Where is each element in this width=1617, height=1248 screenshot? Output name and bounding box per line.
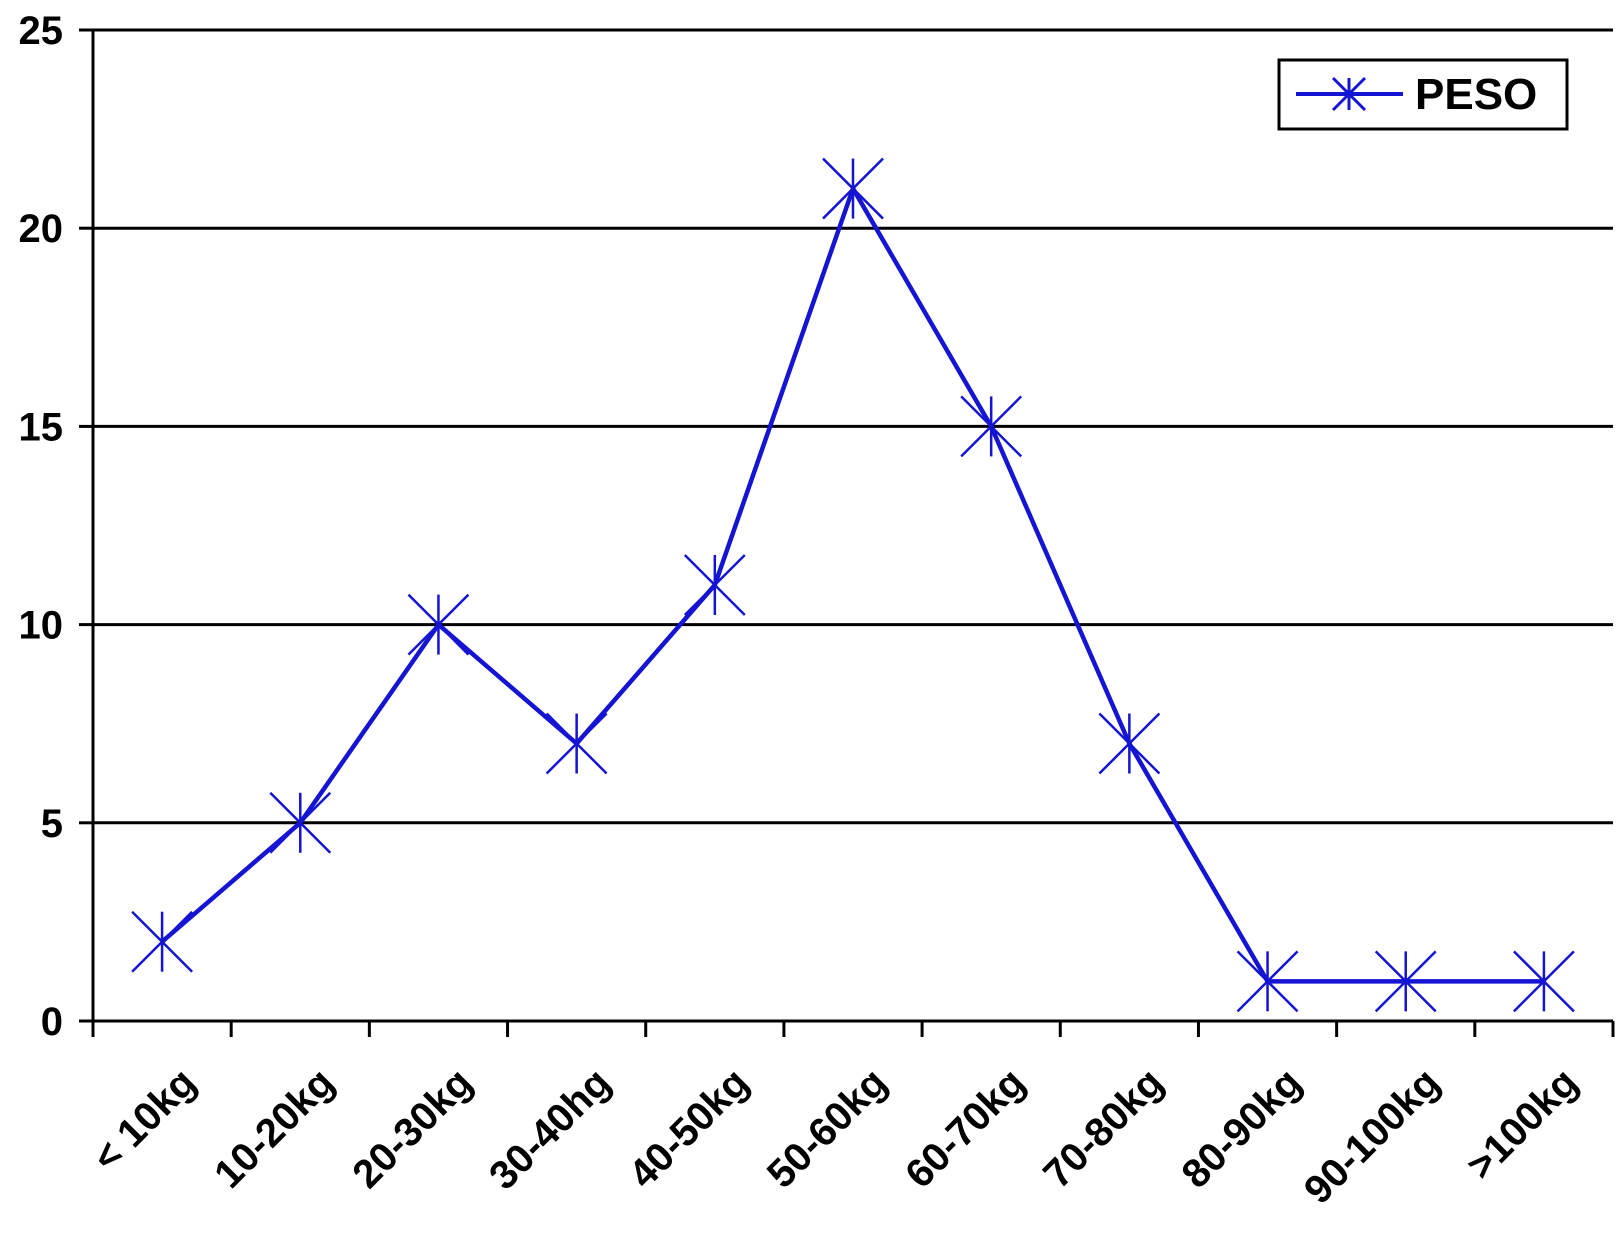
data-point-7 [1098, 712, 1161, 775]
x-tick-label-8: 80-90kg [1173, 1060, 1309, 1196]
legend-label: PESO [1415, 70, 1537, 119]
gridlines [93, 28, 1613, 825]
series-peso [131, 157, 1575, 1013]
series-line-peso [160, 186, 1544, 984]
x-tick-label-5: 50-60kg [759, 1060, 895, 1196]
y-tick-label-0: 0 [41, 1000, 63, 1044]
data-point-1 [269, 791, 332, 854]
x-tick-label-10: >100kg [1458, 1060, 1586, 1188]
x-tick-label-0: < 10kg [84, 1060, 204, 1180]
y-tick-label-15: 15 [19, 405, 64, 449]
data-point-4 [683, 554, 746, 616]
data-point-3 [545, 712, 608, 775]
data-point-0 [131, 910, 193, 973]
y-tick-label-25: 25 [19, 9, 64, 53]
y-tick-label-10: 10 [19, 604, 64, 648]
y-axis-ticks: 0 5 10 15 20 25 [19, 9, 93, 1044]
legend-asterisk [1331, 76, 1367, 112]
x-tick-label-9: 90-100kg [1296, 1060, 1448, 1212]
axes [91, 30, 1613, 1023]
data-point-9 [1374, 950, 1437, 1013]
data-point-6 [960, 395, 1023, 458]
legend: PESO [1277, 58, 1569, 131]
data-point-8 [1236, 950, 1299, 1013]
y-tick-label-5: 5 [41, 802, 63, 846]
x-tick-label-7: 70-80kg [1035, 1060, 1171, 1196]
y-tick-label-20: 20 [19, 207, 64, 251]
x-tick-label-1: 10-20kg [206, 1060, 342, 1196]
x-tick-label-4: 40-50kg [621, 1060, 757, 1196]
data-point-5 [822, 157, 884, 220]
x-axis-ticks: < 10kg 10-20kg 20-30kg 30-40hg 40-50kg 50-60k… [84, 1021, 1615, 1212]
x-tick-label-2: 20-30kg [344, 1060, 480, 1196]
x-tick-label-3: 30-40hg [481, 1060, 619, 1198]
x-tick-label-6: 60-70kg [897, 1060, 1033, 1196]
data-point-2 [407, 593, 470, 656]
data-point-10 [1513, 950, 1575, 1013]
legend-marker-asterisk [1331, 76, 1367, 112]
